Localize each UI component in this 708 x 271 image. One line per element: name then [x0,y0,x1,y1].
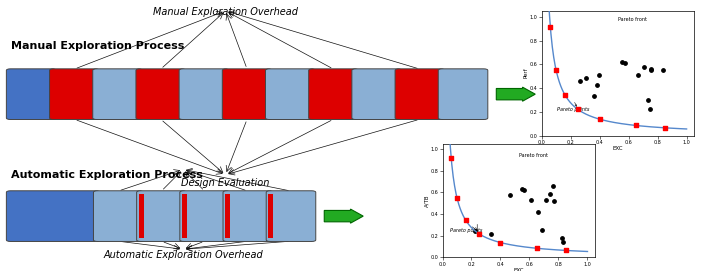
Point [549,199,560,204]
Point [536,228,547,232]
Point [460,218,472,222]
FancyBboxPatch shape [6,191,100,241]
Point [645,67,656,72]
Bar [225,194,230,238]
Point [550,68,561,72]
Point [548,184,559,188]
Point [544,192,555,196]
FancyBboxPatch shape [93,191,143,241]
Point [495,240,506,245]
FancyBboxPatch shape [93,69,142,120]
Point [630,123,641,128]
FancyBboxPatch shape [223,191,273,241]
FancyBboxPatch shape [179,69,229,120]
Point [556,235,568,240]
Text: Manual Exploration Overhead: Manual Exploration Overhead [153,7,298,17]
Point [574,79,586,83]
Point [581,76,592,80]
FancyBboxPatch shape [50,69,99,120]
Point [517,186,528,191]
Point [588,93,600,98]
Point [594,117,605,121]
Point [525,198,537,202]
Bar [139,194,144,238]
FancyBboxPatch shape [6,69,56,120]
Point [616,60,627,64]
FancyBboxPatch shape [266,69,315,120]
FancyBboxPatch shape [395,69,445,120]
FancyBboxPatch shape [222,69,272,120]
Point [473,231,484,236]
Point [638,64,649,69]
FancyBboxPatch shape [266,191,316,241]
Point [486,232,497,236]
Text: Pareto points: Pareto points [450,228,482,233]
Point [518,188,530,192]
Point [593,73,605,78]
Text: Design Evaluation: Design Evaluation [181,178,270,188]
Point [659,126,670,130]
FancyBboxPatch shape [180,191,229,241]
Text: Automatic Exploration Process: Automatic Exploration Process [11,170,202,180]
Point [559,92,571,97]
Point [591,83,603,88]
Point [531,246,542,250]
Y-axis label: A/TB: A/TB [424,194,429,207]
Y-axis label: Perf: Perf [523,68,528,79]
FancyBboxPatch shape [137,191,186,241]
Text: Pareto front: Pareto front [518,153,547,158]
Text: Automatic Exploration Overhead: Automatic Exploration Overhead [103,250,263,260]
Text: Pareto front: Pareto front [617,17,646,22]
Point [620,61,631,65]
FancyBboxPatch shape [438,69,488,120]
Point [560,248,571,253]
Bar [182,194,187,238]
Point [646,67,657,72]
FancyBboxPatch shape [136,69,185,120]
Point [644,107,655,111]
FancyArrow shape [496,87,535,101]
Point [532,210,544,214]
Point [557,240,569,244]
X-axis label: EXC: EXC [513,268,524,271]
Point [541,198,552,202]
Bar [268,194,273,238]
Point [451,196,462,200]
Point [504,193,515,197]
Point [445,156,457,160]
FancyBboxPatch shape [352,69,401,120]
Point [469,228,481,233]
FancyArrow shape [324,209,363,223]
Point [632,73,644,77]
Point [572,107,583,112]
Point [657,68,668,72]
Text: Pareto points: Pareto points [556,107,589,112]
X-axis label: EXC: EXC [612,146,623,151]
FancyBboxPatch shape [309,69,358,120]
Point [643,98,654,102]
Point [544,24,556,29]
Text: Manual Exploration Process: Manual Exploration Process [11,41,184,51]
